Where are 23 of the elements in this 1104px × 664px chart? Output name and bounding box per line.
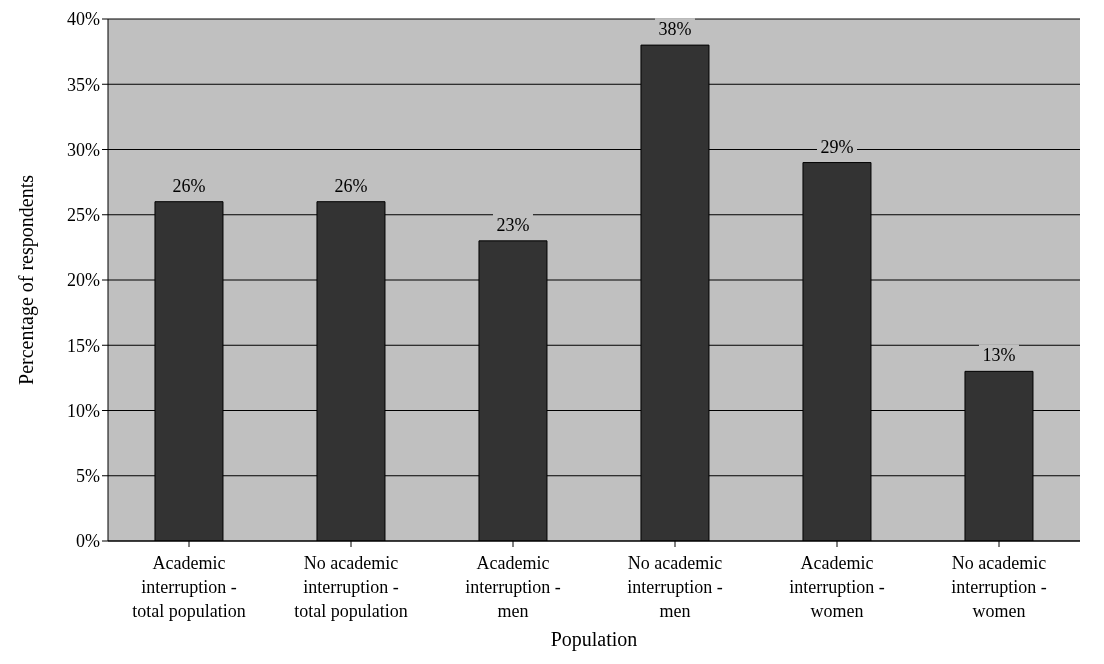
data-label: 26%: [334, 175, 368, 196]
y-tick-label: 5%: [76, 466, 100, 487]
y-tick-label: 15%: [67, 335, 100, 356]
y-tick-label: 25%: [67, 205, 100, 226]
x-tick-label: No academic interruption - total population: [294, 553, 408, 621]
y-tick-label: 35%: [67, 74, 100, 95]
data-label: 29%: [820, 136, 854, 157]
y-tick-label: 30%: [67, 139, 100, 160]
x-tick-label: Academic interruption - total population: [132, 553, 246, 621]
y-tick-label: 0%: [76, 531, 100, 552]
y-tick-label: 10%: [67, 400, 100, 421]
data-label: 23%: [496, 214, 530, 235]
x-tick-label: Academic interruption - women: [789, 553, 885, 621]
x-tick-label: No academic interruption - women: [951, 553, 1047, 621]
y-tick-label: 40%: [67, 9, 100, 30]
x-axis-title: Population: [550, 628, 638, 651]
data-label: 38%: [658, 19, 692, 40]
data-label: 26%: [172, 175, 206, 196]
y-tick-label: 20%: [67, 270, 100, 291]
data-label: 13%: [982, 345, 1016, 366]
x-tick-label: Academic interruption - men: [465, 553, 561, 621]
y-axis-title: Percentage of respondents: [15, 174, 39, 385]
x-tick-label: No academic interruption - men: [627, 553, 723, 621]
